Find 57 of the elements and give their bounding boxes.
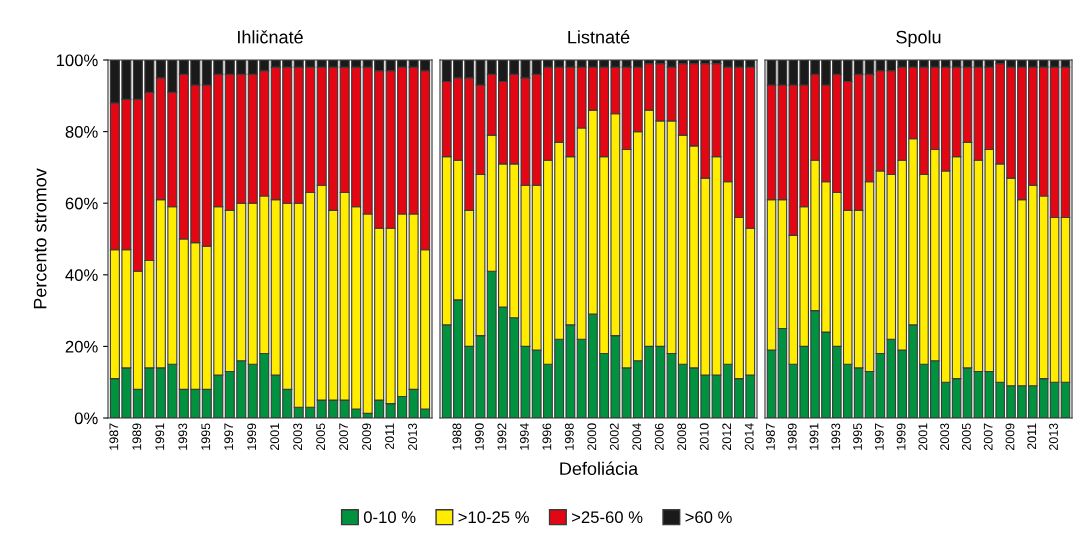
x-tick-label: 1992	[497, 423, 507, 450]
chart-title: Ihličnaté	[238, 30, 303, 44]
x-tick-label: 1989	[132, 423, 142, 450]
x-tick-label: 2008	[677, 423, 687, 451]
x-tick-label: 1991	[809, 423, 819, 450]
x-tick-label: 1987	[766, 423, 775, 450]
x-tick-label: 2010	[699, 423, 709, 451]
x-tick-label: 2009	[362, 423, 372, 451]
x-tick-label: 1993	[178, 423, 188, 450]
x-tick-label: 1990	[474, 423, 484, 450]
x-tick-label: 1993	[831, 423, 841, 450]
x-tick-label: 2004	[632, 423, 642, 451]
x-tick-label: 2011	[385, 423, 394, 450]
x-tick-label: 1995	[201, 423, 211, 450]
x-tick-label: 2012	[722, 423, 732, 451]
x-tick-label: 1996	[542, 423, 552, 450]
x-tick-label: 2011	[1027, 423, 1037, 450]
legend-label: >25-60 %	[572, 511, 643, 524]
y-tick-label: 60%	[65, 197, 98, 210]
x-tick-label: 2007	[339, 423, 349, 451]
x-tick-label: 1989	[787, 423, 797, 450]
x-tick-label: 2007	[983, 423, 993, 451]
x-tick-label: 1997	[874, 423, 884, 450]
x-tick-label: 2003	[293, 423, 303, 451]
chart-title: Spolu	[896, 30, 941, 48]
x-tick-label: 2002	[609, 423, 619, 451]
legend-label: >60 %	[685, 511, 732, 524]
x-tick-label: 1991	[155, 423, 165, 450]
legend-label: >10-25 %	[458, 511, 529, 524]
x-tick-label: 2001	[270, 423, 280, 451]
y-tick-label: 40%	[65, 269, 98, 281]
x-tick-label: 2006	[654, 423, 664, 451]
y-tick-label: 20%	[65, 340, 98, 353]
x-tick-label: 2003	[940, 423, 950, 451]
x-tick-label: 1999	[247, 423, 257, 450]
x-tick-label: 1987	[109, 423, 119, 450]
x-tick-label: 2014	[744, 423, 754, 451]
y-tick-label: 0%	[74, 412, 98, 425]
y-tick-label: 100%	[56, 54, 98, 67]
chart-title: Listnaté	[568, 30, 630, 44]
y-axis-title: Percento stromov	[33, 168, 47, 309]
legend-label: 0-10 %	[363, 511, 416, 524]
x-tick-label: 1994	[519, 423, 529, 450]
x-tick-label: 1988	[452, 423, 462, 450]
x-tick-label: 2013	[408, 423, 417, 451]
x-axis-title: Defoliácia	[560, 461, 639, 476]
x-tick-label: 2000	[587, 423, 597, 451]
y-tick-label: 80%	[65, 126, 98, 138]
x-tick-label: 2005	[961, 423, 971, 451]
x-tick-label: 2005	[316, 423, 326, 451]
x-tick-label: 2001	[918, 423, 928, 451]
x-tick-label: 1998	[564, 423, 574, 450]
x-tick-label: 1999	[896, 423, 906, 450]
x-tick-label: 1997	[224, 423, 234, 450]
x-tick-label: 2009	[1005, 423, 1015, 451]
x-tick-label: 2013	[1049, 423, 1058, 451]
x-tick-label: 1995	[853, 423, 862, 450]
